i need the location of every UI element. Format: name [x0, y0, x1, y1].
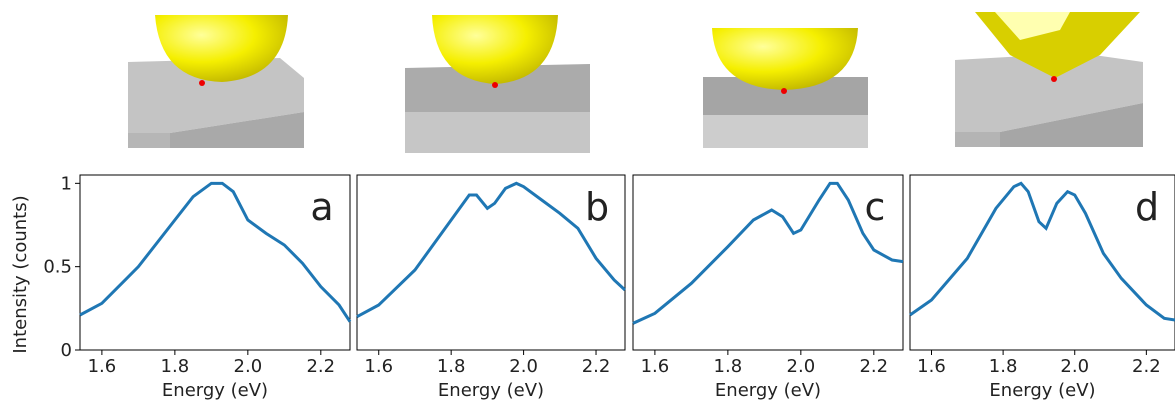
x-tick-label: 1.6 — [364, 356, 393, 377]
x-tick-label: 2.0 — [234, 356, 263, 377]
x-axis-label: Energy (eV) — [438, 380, 544, 401]
x-tick-label: 1.8 — [989, 356, 1018, 377]
x-axis-label: Energy (eV) — [989, 380, 1095, 401]
x-tick-label: 1.6 — [641, 356, 670, 377]
y-tick-label: 0 — [61, 340, 72, 361]
x-tick-label: 2.2 — [582, 356, 611, 377]
x-axis-label: Energy (eV) — [715, 380, 821, 401]
x-tick-label: 2.2 — [306, 356, 335, 377]
y-tick-label: 1 — [61, 173, 72, 194]
data-line — [633, 183, 903, 323]
x-tick-label: 2.0 — [509, 356, 538, 377]
x-tick-label: 2.2 — [1132, 356, 1161, 377]
x-tick-label: 1.6 — [917, 356, 946, 377]
panel-letter: b — [585, 185, 609, 229]
plot-frame — [633, 175, 903, 350]
render-c — [703, 28, 868, 148]
x-tick-label: 1.8 — [714, 356, 743, 377]
render-b — [405, 15, 590, 153]
y-tick-label: 0.5 — [43, 257, 72, 278]
panel-letter: d — [1135, 185, 1159, 229]
panel-letter: a — [310, 185, 333, 229]
x-tick-label: 2.0 — [787, 356, 816, 377]
x-tick-label: 2.2 — [859, 356, 888, 377]
x-tick-label: 1.6 — [88, 356, 117, 377]
y-axis-label: Intensity (counts) — [10, 195, 31, 353]
x-tick-label: 1.8 — [161, 356, 190, 377]
render-d — [955, 12, 1143, 147]
x-tick-label: 2.0 — [1060, 356, 1089, 377]
x-axis-label: Energy (eV) — [162, 380, 268, 401]
panel-letter: c — [865, 185, 886, 229]
render-a — [128, 15, 304, 148]
figure: 1.6 1.8 2.0 2.2 0 0.5 1 a Energy (eV) Intensity (… — [0, 0, 1175, 406]
x-tick-label: 1.8 — [437, 356, 466, 377]
